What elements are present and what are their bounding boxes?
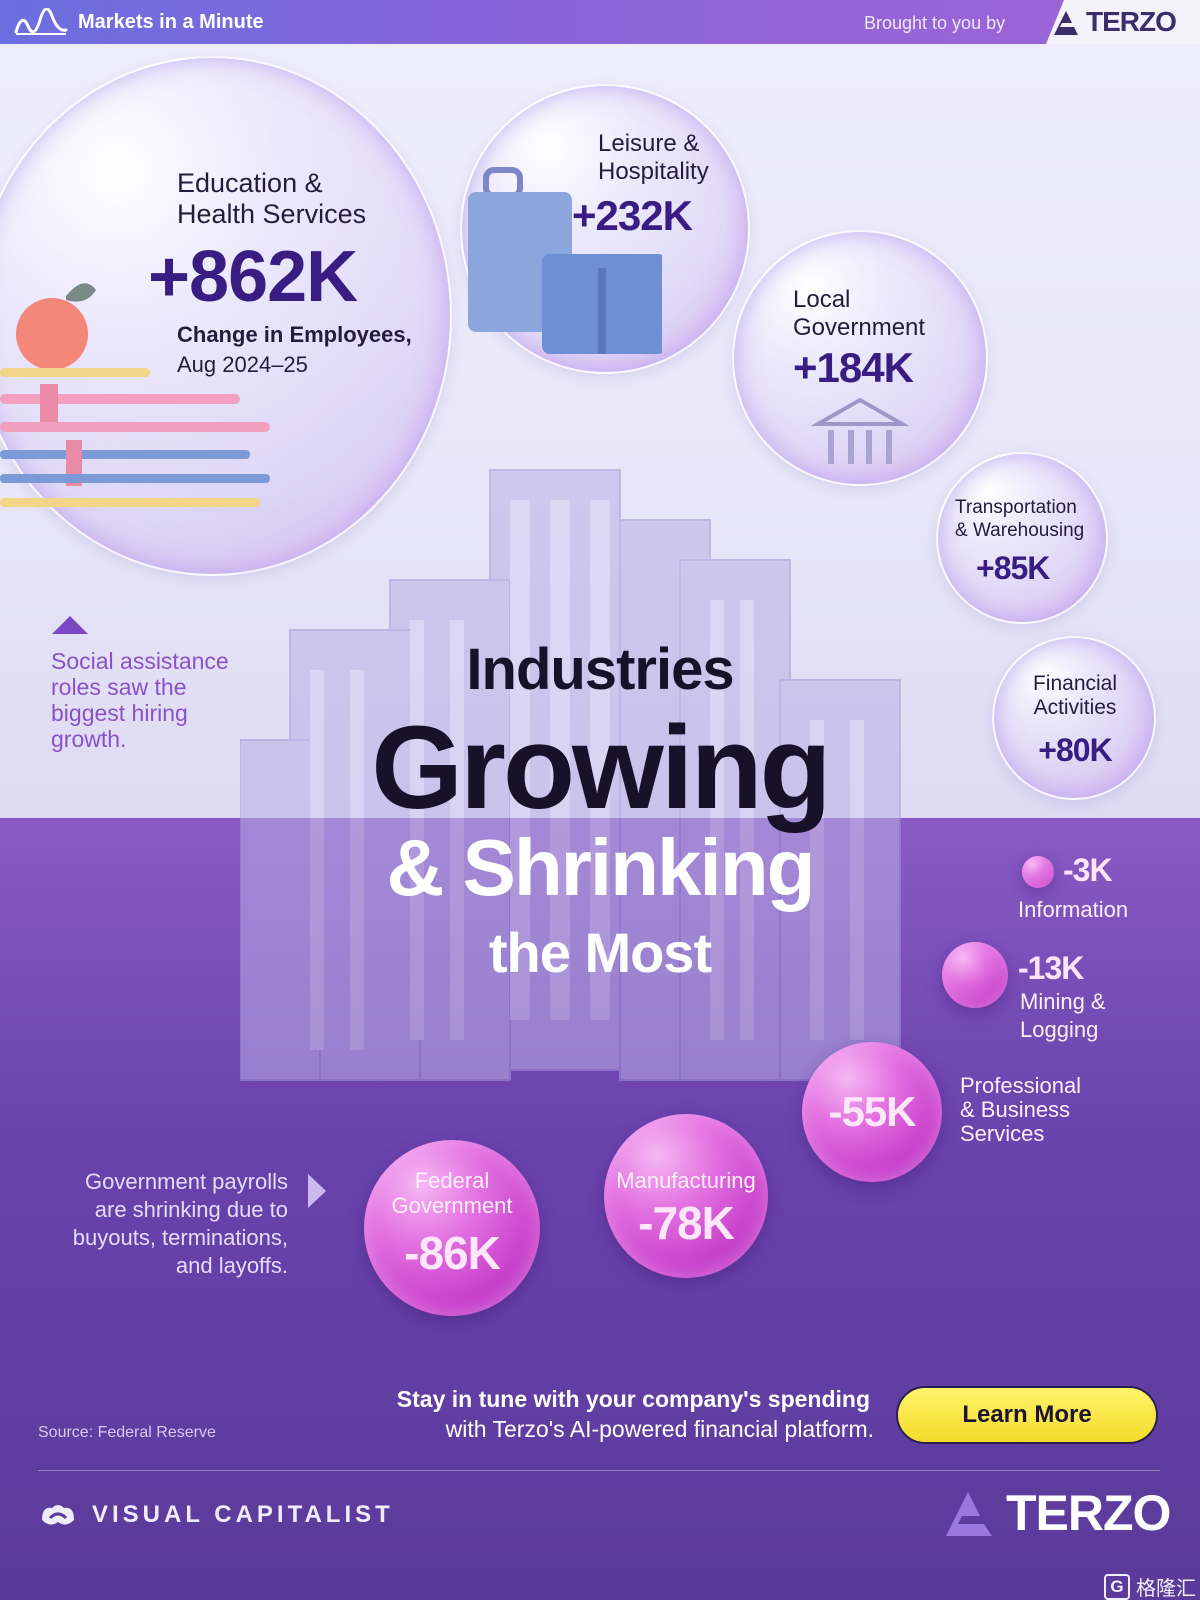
mining-logging-value: -13K xyxy=(1018,950,1084,986)
financial-activities-value: +80K xyxy=(1038,732,1112,768)
education-health-label: Education & Health Services xyxy=(177,168,366,230)
professional-business-label-line: & Business xyxy=(960,1097,1071,1122)
transportation-warehousing-label-line: & Warehousing xyxy=(955,520,1085,541)
professional-business-label-line: Services xyxy=(960,1121,1045,1146)
header-sponsor-name: TERZO xyxy=(1086,6,1177,37)
federal-government-label-line: Government xyxy=(391,1193,513,1218)
footer-sponsor-logo[interactable]: TERZO xyxy=(940,1484,1171,1542)
bubble-manufacturing xyxy=(604,1114,768,1278)
leisure-hospitality-label: Leisure & Hospitality xyxy=(598,130,709,186)
manufacturing-value: -78K xyxy=(638,1197,735,1249)
government-payrolls-note-line: and layoffs. xyxy=(175,1253,288,1278)
local-government-value: +184K xyxy=(793,344,914,391)
transportation-warehousing-value: +85K xyxy=(976,550,1050,586)
information-label: Information xyxy=(1018,897,1129,922)
leisure-hospitality-value: +232K xyxy=(572,192,693,239)
bubble-financial-activities xyxy=(992,636,1156,800)
visual-capitalist-logo[interactable]: VISUAL CAPITALIST xyxy=(38,1500,394,1530)
bubble-federal-government xyxy=(364,1140,540,1316)
visual-capitalist-mark-icon xyxy=(42,1505,74,1525)
sponsor-label: Brought to you by xyxy=(864,13,1006,33)
source-note: Source: Federal Reserve xyxy=(38,1424,216,1441)
mining-logging-label: Mining & Logging xyxy=(1020,988,1106,1044)
bubble-local-government xyxy=(732,230,988,486)
local-government-label: Local Government xyxy=(793,286,925,342)
transportation-warehousing-label: Transportation & Warehousing xyxy=(955,496,1084,542)
title-line-3: & Shrinking xyxy=(386,823,816,912)
federal-government-label: Federal Government xyxy=(364,1168,540,1218)
cta-text-line-2: with Terzo's AI-powered financial platfo… xyxy=(445,1416,874,1442)
suitcase-illustration xyxy=(468,167,662,354)
period-label: Aug 2024–25 xyxy=(177,352,308,377)
government-building-icon xyxy=(810,398,910,464)
local-government-label-line: Local xyxy=(793,286,851,313)
triangle-up-icon xyxy=(52,616,88,634)
header-logo-panel xyxy=(1046,0,1200,44)
watermark: G 格隆汇 xyxy=(1104,1572,1196,1600)
footer-divider xyxy=(38,1470,1160,1471)
terzo-mark-icon xyxy=(1054,11,1078,35)
learn-more-button[interactable]: Learn More xyxy=(896,1386,1158,1444)
government-payrolls-note-line: are shrinking due to xyxy=(94,1197,288,1222)
financial-activities-label-line: Financial xyxy=(1032,672,1118,695)
social-assistance-note: Social assistance roles saw the biggest … xyxy=(51,648,229,752)
government-payrolls-note: Government payrolls are shrinking due to… xyxy=(20,1168,288,1280)
transportation-warehousing-label-line: Transportation xyxy=(955,497,1077,518)
bubble-mining-logging xyxy=(942,942,1008,1008)
government-payrolls-note-line: Government payrolls xyxy=(85,1169,288,1194)
bubble-information xyxy=(1022,856,1054,888)
education-health-value: +862K xyxy=(148,237,358,317)
leisure-hospitality-label-line: Hospitality xyxy=(598,158,709,185)
social-assistance-note-line: Social assistance xyxy=(51,648,229,674)
government-payrolls-note-line: buyouts, terminations, xyxy=(72,1225,288,1250)
leisure-hospitality-label-line: Leisure & xyxy=(598,130,700,157)
education-health-label-line: Education & xyxy=(177,168,323,198)
professional-business-label: Professional & Business Services xyxy=(960,1074,1081,1146)
footer-sponsor-name: TERZO xyxy=(1006,1485,1171,1541)
mining-logging-label-line: Logging xyxy=(1020,1017,1099,1042)
federal-government-label-line: Federal xyxy=(414,1168,490,1193)
financial-activities-label: Financial Activities xyxy=(1000,672,1150,720)
professional-business-value: -55K xyxy=(828,1088,916,1135)
header-sponsor-logo[interactable]: TERZO xyxy=(1050,6,1177,38)
brand[interactable]: Markets in a Minute xyxy=(14,8,264,36)
social-assistance-note-line: roles saw the xyxy=(51,674,187,700)
terzo-mark-icon xyxy=(946,1492,992,1536)
education-health-label-line: Health Services xyxy=(177,199,367,229)
mining-logging-label-line: Mining & xyxy=(1020,989,1106,1014)
wave-chart-icon xyxy=(14,8,68,35)
federal-government-value: -86K xyxy=(404,1227,501,1279)
title-line-4: the Most xyxy=(488,921,712,984)
watermark-text: 格隆汇 xyxy=(1136,1578,1196,1600)
title-line-1: Industries xyxy=(466,637,734,702)
watermark-g-icon: G xyxy=(1104,1573,1130,1600)
publisher-name: VISUAL CAPITALIST xyxy=(92,1501,394,1528)
cta-text-line-1: Stay in tune with your company's spendin… xyxy=(396,1386,870,1412)
bubble-professional-business xyxy=(802,1042,942,1182)
information-value: -3K xyxy=(1063,852,1113,888)
change-in-employees-label: Change in Employees, xyxy=(177,322,412,347)
triangle-right-icon xyxy=(308,1174,326,1208)
header-bar: Markets in a Minute Brought to you by TE… xyxy=(0,0,1200,44)
financial-activities-label-line: Activities xyxy=(1033,696,1117,719)
city-skyline-illustration xyxy=(240,469,901,1081)
manufacturing-label: Manufacturing xyxy=(616,1168,756,1193)
social-assistance-note-line: growth. xyxy=(51,726,127,752)
title-line-2: Growing xyxy=(371,702,832,834)
local-government-label-line: Government xyxy=(793,314,926,341)
apple-books-illustration xyxy=(0,283,270,507)
social-assistance-note-line: biggest hiring xyxy=(51,700,188,726)
bubble-transportation-warehousing xyxy=(936,452,1108,624)
brand-label: Markets in a Minute xyxy=(78,10,264,33)
professional-business-label-line: Professional xyxy=(960,1073,1082,1098)
